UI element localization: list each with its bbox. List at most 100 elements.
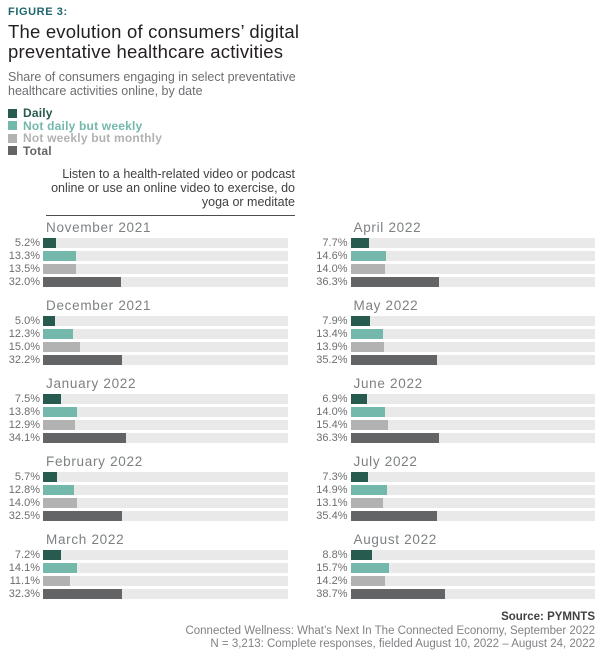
bar-fill-not-daily-but-weekly [350,563,389,573]
bar-fill-total [350,433,440,443]
bar-track [43,550,288,560]
bar-row: 14.0% [316,264,595,275]
bar-track [350,342,595,352]
bar-row: 13.8% [8,407,288,418]
bar-fill-not-daily-but-weekly [350,329,384,339]
month-label: July 2022 [353,454,418,469]
bar-value-label: 15.7% [316,562,348,574]
source-footer: Source: PYMNTS Connected Wellness: What’… [8,611,595,652]
month-panel: August 2022 8.8% 15.7% 14.2% 38.7% [316,532,595,600]
bar-value-label: 11.1% [9,575,40,587]
bar-value-label: 6.9% [322,393,348,405]
bar-value-label: 5.7% [14,471,40,483]
bar-fill-daily [350,316,370,326]
month-panel: July 2022 7.3% 14.9% 13.1% 35.4% [316,454,595,522]
bar-value-label: 12.3% [8,328,40,340]
bar-row: 12.3% [8,328,288,340]
bar-track [43,251,288,261]
bar-fill-daily [43,472,57,482]
legend-swatch-total-icon [8,146,17,156]
bar-value-label: 7.2% [14,549,40,561]
bar-row: 34.1% [8,433,288,444]
bar-value-label: 14.1% [8,562,40,574]
bar-row: 5.7% [8,471,288,483]
source-label: Source: PYMNTS [501,611,595,623]
bar-track [350,563,595,573]
bar-track [350,407,595,417]
bar-row: 13.1% [316,497,595,509]
bar-track [350,589,595,599]
bar-value-label: 13.1% [316,497,348,509]
bar-fill-total [350,277,440,287]
page-title: The evolution of consumers’ digital prev… [8,21,300,62]
bar-row: 12.8% [8,485,288,496]
month-panel: April 2022 7.7% 14.6% 14.0% 36.3% [316,220,595,288]
bar-row: 35.4% [316,511,595,522]
bar-track [43,264,288,274]
bar-row: 13.3% [8,250,288,262]
page-subtitle: Share of consumers engaging in select pr… [8,70,296,98]
bar-value-label: 15.4% [316,419,348,431]
month-label: December 2021 [46,298,152,313]
bar-value-label: 13.5% [8,263,40,275]
bar-value-label: 14.9% [316,484,348,496]
bar-track [43,576,288,586]
bar-value-label: 15.0% [8,341,40,353]
bar-fill-total [43,355,122,365]
month-panel: March 2022 7.2% 14.1% 11.1% 32.3% [8,532,288,600]
bar-fill-not-daily-but-weekly [43,407,77,417]
bar-track [43,342,288,352]
bar-track [43,498,288,508]
bar-value-label: 38.7% [316,588,348,600]
bar-row: 14.9% [316,484,595,496]
bar-track [43,238,288,248]
bar-track [350,433,595,443]
bar-row: 12.9% [8,419,288,431]
bar-value-label: 7.7% [322,237,348,249]
bar-track [350,329,595,339]
bar-track [43,355,288,365]
bar-value-label: 7.3% [322,471,348,483]
bar-row: 32.2% [8,355,288,366]
bar-fill-daily [350,550,373,560]
month-panel: December 2021 5.0% 12.3% 15.0% 32.2% [8,298,288,366]
legend-label: Not weekly but monthly [23,131,163,146]
month-label: May 2022 [353,298,419,313]
figure-label: FIGURE 3: [8,6,68,18]
bar-track [43,407,288,417]
bar-fill-total [43,589,122,599]
bar-fill-not-weekly-but-monthly [43,420,75,430]
source-sample-line: N = 3,213: Complete responses, fielded A… [210,638,595,650]
bar-row: 5.2% [8,238,288,249]
bar-row: 13.5% [8,263,288,275]
bar-row: 8.8% [316,550,595,561]
bar-value-label: 7.5% [14,393,40,405]
bar-track [350,576,595,586]
bar-fill-not-daily-but-weekly [43,563,78,573]
bar-row: 14.1% [8,562,288,574]
bar-row: 36.3% [316,433,595,444]
bar-row: 7.7% [316,237,595,249]
bar-row: 11.1% [8,575,288,587]
bar-fill-not-weekly-but-monthly [350,576,386,586]
bar-fill-total [350,589,446,599]
legend-label: Not daily but weekly [23,118,143,133]
month-label: March 2022 [46,532,125,547]
bar-row: 35.2% [316,355,595,366]
bar-value-label: 36.3% [316,276,348,288]
bar-track [43,472,288,482]
bar-value-label: 13.3% [8,250,40,262]
bar-value-label: 12.9% [8,419,40,431]
bar-fill-total [350,355,437,365]
month-panel: February 2022 5.7% 12.8% 14.0% 32.5% [8,454,288,522]
bar-fill-not-daily-but-weekly [43,485,75,495]
bar-fill-not-weekly-but-monthly [350,342,385,352]
legend-item: Total [8,145,595,158]
bar-row: 7.9% [316,316,595,327]
month-label: February 2022 [46,454,143,469]
chart-legend: Daily Not daily but weekly Not weekly bu… [8,107,595,157]
bar-value-label: 5.0% [14,315,40,327]
bar-row: 7.3% [316,471,595,483]
bar-track [350,511,595,521]
